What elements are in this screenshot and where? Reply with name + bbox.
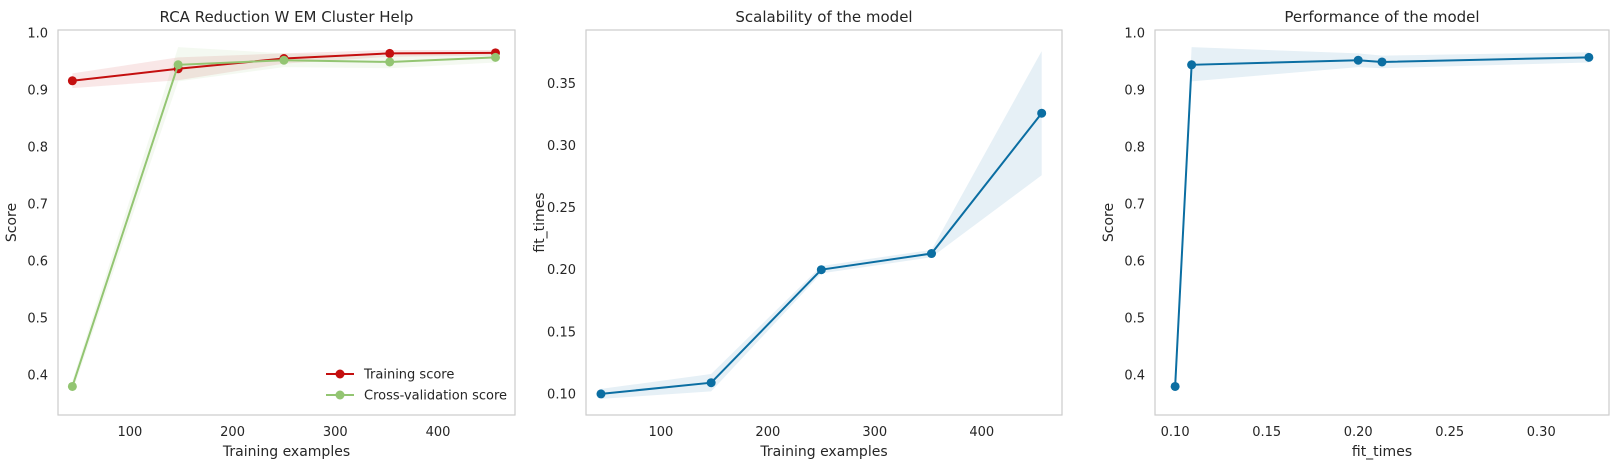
chart-1-series-1-point xyxy=(385,48,395,58)
chart-2-plot-frame xyxy=(585,29,1063,416)
chart-3-y-tick-label: 0.5 xyxy=(1124,312,1145,327)
chart-1-legend-swatch-marker xyxy=(335,390,345,400)
chart-1-y-tick-label: 0.7 xyxy=(27,197,48,212)
chart-3-x-tick-label: 0.25 xyxy=(1435,425,1464,440)
chart-1-y-tick-label: 0.5 xyxy=(27,312,48,327)
chart-1-y-tick-label: 0.8 xyxy=(27,140,48,155)
chart-3-x-axis-label: fit_times xyxy=(1352,444,1412,460)
chart-1-plot-frame xyxy=(57,29,516,416)
chart-3-series-1-point xyxy=(1377,57,1387,67)
chart-1-legend-swatch-marker xyxy=(335,369,345,379)
chart-3-x-tick-label: 0.10 xyxy=(1161,425,1190,440)
chart-3-y-axis-label: Score xyxy=(1101,203,1117,242)
chart-2-series-1-point xyxy=(927,249,937,259)
chart-3-y-tick-label: 0.4 xyxy=(1124,369,1145,384)
chart-1-series-1-band xyxy=(72,49,496,89)
chart-1-y-tick-label: 0.9 xyxy=(27,83,48,98)
chart-2-y-tick-label: 0.25 xyxy=(547,201,576,216)
chart-3-series-1-point xyxy=(1187,60,1197,70)
chart-3-series-1-point xyxy=(1584,52,1594,62)
chart-2-series-1-point xyxy=(1037,108,1047,118)
chart-1-x-tick-label: 100 xyxy=(117,425,142,440)
chart-1-y-tick-label: 1.0 xyxy=(27,26,48,41)
chart-3-x-tick-label: 0.15 xyxy=(1252,425,1281,440)
chart-1-series-2-point xyxy=(385,57,395,67)
chart-2-y-tick-label: 0.35 xyxy=(547,77,576,92)
chart-1-x-tick-label: 300 xyxy=(323,425,348,440)
chart-3-y-tick-label: 0.8 xyxy=(1124,140,1145,155)
chart-2-title: Scalability of the model xyxy=(735,8,912,26)
chart-2-y-axis-label: fit_times xyxy=(532,192,548,252)
chart-1-x-axis-label: Training examples xyxy=(222,444,350,460)
chart-3-title: Performance of the model xyxy=(1284,8,1479,26)
chart-1-x-tick-label: 200 xyxy=(220,425,245,440)
chart-1-series-2-point xyxy=(490,52,500,62)
chart-3-series-1-point xyxy=(1353,55,1363,65)
chart-2-x-tick-label: 300 xyxy=(862,425,887,440)
chart-1-legend-label: Cross-validation score xyxy=(364,389,507,404)
chart-2-x-tick-label: 100 xyxy=(648,425,673,440)
chart-1-y-axis-label: Score xyxy=(4,203,20,242)
chart-1-legend-label: Training score xyxy=(363,368,454,383)
chart-3-y-tick-label: 0.9 xyxy=(1124,83,1145,98)
chart-3-x-tick-label: 0.20 xyxy=(1344,425,1373,440)
chart-1-title: RCA Reduction W EM Cluster Help xyxy=(160,8,414,26)
chart-2-y-tick-label: 0.30 xyxy=(547,139,576,154)
chart-3-x-tick-label: 0.30 xyxy=(1527,425,1556,440)
chart-2-y-tick-label: 0.20 xyxy=(547,263,576,278)
chart-2-x-axis-label: Training examples xyxy=(759,444,887,460)
chart-2-series-1-point xyxy=(816,265,826,275)
chart-1-series-1-point xyxy=(67,76,77,86)
chart-3-y-tick-label: 0.6 xyxy=(1124,255,1145,270)
chart-3-series-1-point xyxy=(1170,381,1180,391)
chart-1-series-2-point xyxy=(279,55,289,65)
chart-2-x-tick-label: 200 xyxy=(755,425,780,440)
chart-2-y-tick-label: 0.15 xyxy=(547,325,576,340)
chart-1-y-tick-label: 0.6 xyxy=(27,255,48,270)
chart-2-x-tick-label: 400 xyxy=(969,425,994,440)
chart-3-y-tick-label: 0.7 xyxy=(1124,197,1145,212)
chart-1-x-tick-label: 400 xyxy=(426,425,451,440)
chart-2-y-tick-label: 0.10 xyxy=(547,387,576,402)
chart-2-series-1-point xyxy=(596,389,606,399)
chart-1-y-tick-label: 0.4 xyxy=(27,369,48,384)
chart-1-series-2-point xyxy=(67,381,77,391)
chart-3-y-tick-label: 1.0 xyxy=(1124,26,1145,41)
chart-3-plot-frame xyxy=(1154,29,1610,416)
chart-1-series-2-point xyxy=(173,60,183,70)
chart-2-series-1-point xyxy=(706,378,716,388)
